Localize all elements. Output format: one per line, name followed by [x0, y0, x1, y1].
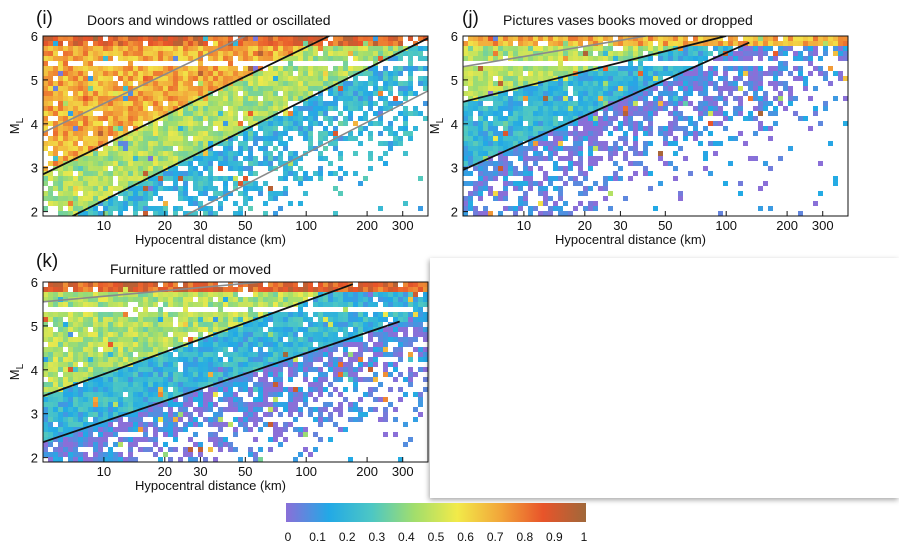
x-tick-label: 10 [97, 218, 111, 233]
y-tick-label: 4 [31, 363, 38, 378]
x-tick-label: 200 [356, 218, 378, 233]
model-curve-gray [184, 90, 428, 216]
model-curve-black [43, 320, 400, 444]
plot-frame [42, 35, 429, 217]
panel-letter: (i) [36, 8, 53, 29]
x-tick-label: 100 [295, 218, 317, 233]
x-tick-label: 100 [295, 464, 317, 479]
panel-title: Doors and windows rattled or oscillated [87, 12, 331, 28]
model-curve-gray [43, 282, 262, 303]
model-curve-black [463, 41, 750, 171]
x-tick-label: 20 [578, 218, 592, 233]
y-tick-label: 4 [451, 117, 458, 132]
x-tick-label: 10 [97, 464, 111, 479]
colorbar-tick-label: 0.5 [427, 530, 445, 544]
colorbar-tick-label: 0.7 [486, 530, 504, 544]
y-tick-label: 2 [451, 205, 458, 220]
colorbar-tick-label: 0.9 [546, 530, 563, 544]
model-curve-black [43, 36, 330, 176]
y-tick-label: 3 [31, 161, 38, 176]
x-tick-label: 200 [776, 218, 798, 233]
y-axis-label: ML [7, 117, 26, 134]
colorbar [286, 503, 586, 522]
x-axis-label: Hypocentral distance (km) [555, 232, 706, 247]
x-tick-label: 30 [613, 218, 627, 233]
x-tick-label: 300 [812, 218, 834, 233]
y-axis-label: ML [427, 117, 446, 134]
colorbar-tick-label: 0.6 [457, 530, 474, 544]
y-tick-label: 5 [31, 73, 38, 88]
heatmap-cells [43, 282, 428, 462]
heatmap-cells [463, 36, 848, 216]
heatmap-plot: 10 20 30 50 100 200 300 2 3 4 5 6 Hypocentral distan… [7, 275, 429, 493]
colorbar-tick-label: 0 [284, 530, 292, 544]
overlay-card [430, 258, 899, 498]
x-tick-label: 50 [658, 218, 672, 233]
model-curve-gray [463, 36, 646, 68]
x-tick-label: 300 [392, 218, 414, 233]
y-axis-label: ML [7, 363, 26, 380]
panel-title: Furniture rattled or moved [110, 261, 272, 277]
x-tick-label: 30 [193, 218, 207, 233]
colorbar-tick-label: 1 [580, 530, 588, 544]
x-axis-label: Hypocentral distance (km) [135, 478, 286, 493]
panel-letter: (k) [36, 251, 59, 272]
y-tick-label: 2 [31, 205, 38, 220]
colorbar-tick-label: 0.2 [338, 530, 356, 544]
x-tick-label: 300 [392, 464, 414, 479]
y-tick-label: 4 [31, 117, 38, 132]
panel-letter: (j) [462, 8, 479, 29]
x-tick-label: 20 [158, 218, 172, 233]
x-tick-label: 30 [193, 464, 207, 479]
x-tick-label: 100 [715, 218, 737, 233]
model-curve-gray [43, 36, 246, 134]
x-tick-label: 10 [517, 218, 531, 233]
colorbar-tick-label: 0.4 [398, 530, 415, 544]
y-tick-label: 2 [31, 451, 38, 466]
colorbar-tick-label: 0.3 [368, 530, 386, 544]
colorbar-tick-label: 0.8 [516, 530, 534, 544]
heatmap-plot: 10 20 30 50 100 200 300 2 3 4 5 6 Hypocentral distan… [7, 29, 429, 247]
x-tick-label: 50 [238, 218, 252, 233]
x-tick-label: 50 [238, 464, 252, 479]
heatmap-plot: 10 20 30 50 100 200 300 2 3 4 5 6 Hypocentral distan… [427, 29, 849, 247]
model-curve-black [463, 36, 727, 103]
plot-frame [42, 281, 429, 463]
model-curve-black [43, 283, 354, 397]
plot-frame [462, 35, 849, 217]
y-tick-label: 5 [451, 73, 458, 88]
y-tick-label: 6 [31, 275, 38, 290]
y-tick-label: 6 [451, 29, 458, 44]
colorbar-tick-label: 0.1 [309, 530, 326, 544]
y-tick-label: 3 [31, 407, 38, 422]
x-tick-label: 20 [158, 464, 172, 479]
y-tick-label: 6 [31, 29, 38, 44]
model-curve-black [72, 37, 428, 216]
x-tick-label: 200 [356, 464, 378, 479]
y-tick-label: 5 [31, 319, 38, 334]
x-axis-label: Hypocentral distance (km) [135, 232, 286, 247]
panel-title: Pictures vases books moved or dropped [503, 12, 753, 28]
y-tick-label: 3 [451, 161, 458, 176]
